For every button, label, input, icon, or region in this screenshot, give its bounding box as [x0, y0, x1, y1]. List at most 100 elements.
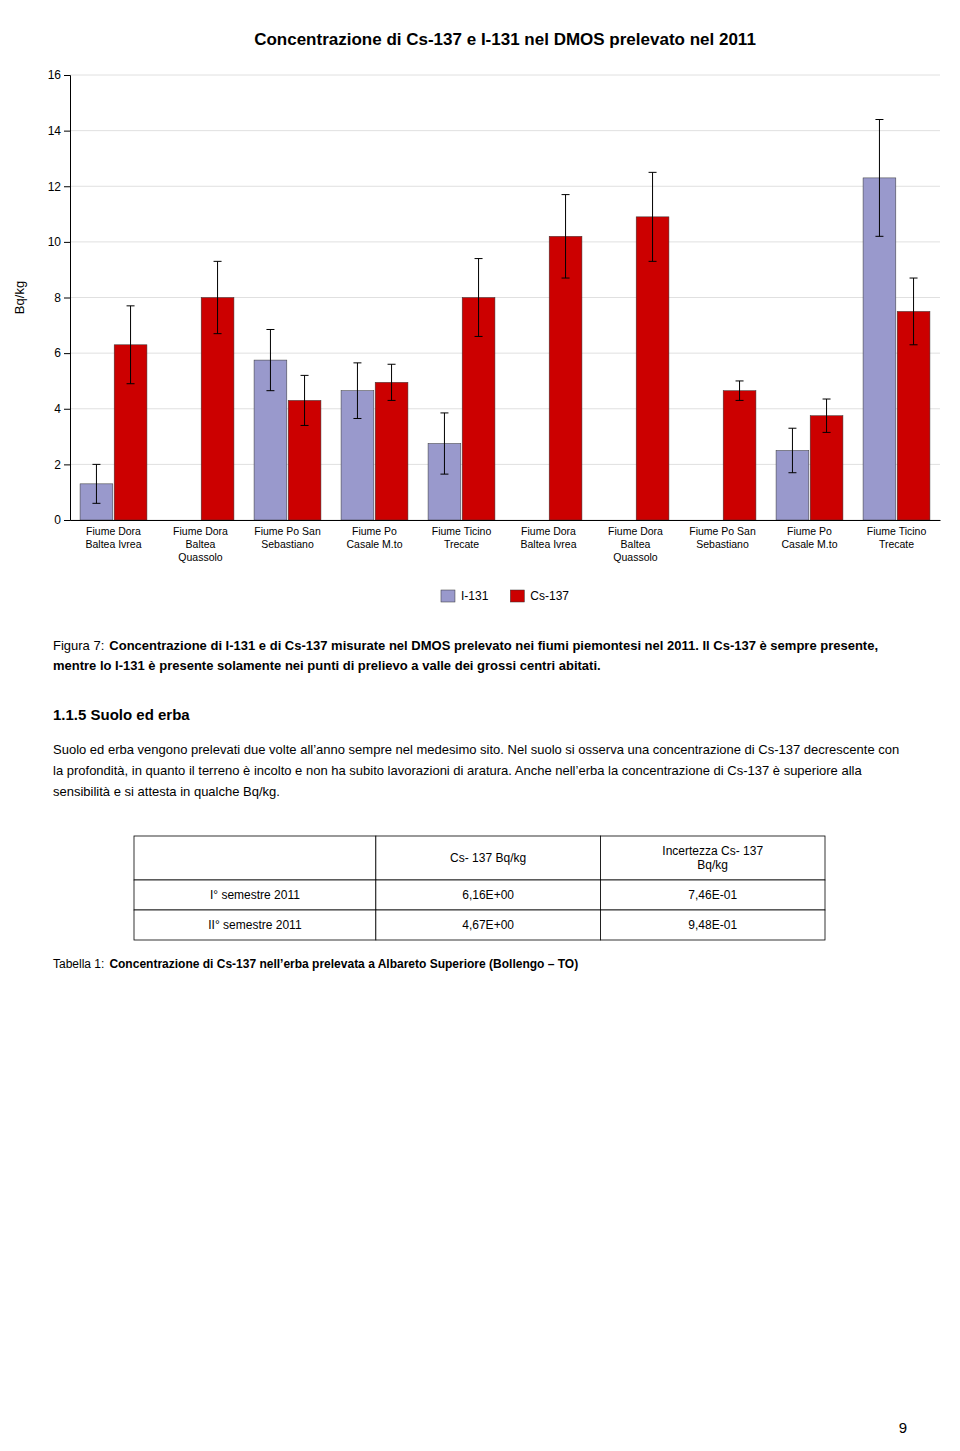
error-bar-stem [478, 259, 479, 337]
error-bar-stem [879, 120, 880, 237]
grid [70, 75, 940, 520]
table-text-line: 7,46E-01 [688, 888, 737, 902]
tick-label-line: Fiume Po [352, 525, 397, 537]
tick-label: Fiume Po SanSebastiano [254, 525, 321, 550]
error-bar-cap [649, 172, 657, 173]
error-bar-cap [875, 119, 883, 120]
error-bar-stem [826, 399, 827, 432]
tick: 12 [48, 180, 70, 194]
table-caption: Concentrazione di Cs-137 nell’erba prele… [109, 957, 578, 971]
error-bar-stem [913, 278, 914, 345]
tick-label-line: Baltea [186, 538, 216, 550]
tick-label-line: Fiume Po San [254, 525, 321, 537]
error-bar-cap [127, 305, 135, 306]
tick-mark [64, 353, 70, 354]
table-text: II° semestre 2011 [208, 918, 302, 932]
legend-entry: I-131 [441, 589, 489, 603]
tick-label: Fiume DoraBalteaQuassolo [173, 525, 228, 562]
axis-line [71, 520, 941, 521]
error-bar-cap [127, 383, 135, 384]
error-bar [823, 399, 831, 432]
error-bar-cap [562, 278, 570, 279]
error-bar-cap [649, 261, 657, 262]
tick: 16 [48, 68, 70, 82]
error-bar-cap [440, 474, 448, 475]
error-bar-stem [391, 364, 392, 400]
error-bar [353, 363, 361, 419]
y-axis-title: Bq/kg [12, 281, 27, 314]
grid-line [70, 353, 940, 354]
legend-swatch [510, 590, 524, 602]
tick-label: Fiume DoraBaltea Ivrea [520, 525, 576, 550]
axis-line [64, 76, 71, 521]
error-bar-stem [130, 306, 131, 384]
bar [636, 217, 669, 520]
grid-line [70, 408, 940, 409]
error-bar-cap [92, 503, 100, 504]
tick-label-line: Quassolo [178, 551, 223, 563]
tick-mark [64, 409, 70, 410]
text-line: Concentrazione di Cs-137 nell’erba prele… [109, 957, 578, 971]
text-line: Suolo ed erba vengono prelevati due volt… [53, 742, 899, 757]
page: Concentrazione di Cs-137 e I-131 nel DMO… [0, 0, 960, 1451]
series [114, 172, 930, 520]
tick-label: 2 [54, 458, 61, 472]
error-bar [910, 278, 918, 345]
error-bar-cap [910, 344, 918, 345]
error-bar-stem [304, 375, 305, 425]
tick-label: Fiume PoCasale M.to [781, 525, 837, 550]
grid-line [70, 75, 940, 76]
table: Cs- 137 Bq/kgIncertezza Cs- 137Bq/kgI° s… [134, 836, 825, 940]
error-bar [875, 120, 883, 237]
error-bar [788, 428, 796, 473]
bar [167, 520, 200, 521]
bar [689, 520, 722, 521]
error-bar-stem [444, 413, 445, 474]
tick-label: 8 [54, 291, 61, 305]
error-bar-cap [910, 278, 918, 279]
error-bar [388, 364, 396, 400]
table-cell [134, 910, 376, 940]
error-bar-cap [788, 472, 796, 473]
table-text-line: 4,67E+00 [462, 918, 514, 932]
tick-mark [64, 520, 70, 521]
table-text-line: Incertezza Cs- 137 [662, 844, 763, 858]
section-title: 1.1.5 Suolo ed erba [53, 706, 190, 723]
bar [375, 382, 408, 520]
grid-line [70, 241, 940, 242]
tick: 8 [54, 291, 70, 305]
table-text-line: Cs- 137 Bq/kg [450, 851, 526, 865]
tick-label-line: Sebastiano [261, 538, 314, 550]
error-bar-cap [353, 362, 361, 363]
tick: 4 [54, 402, 70, 416]
error-bar-cap [440, 412, 448, 413]
table-text: 6,16E+00 [462, 888, 514, 902]
tick: Fiume PoCasale M.to [781, 525, 837, 550]
error-bar-cap [562, 194, 570, 195]
text-line: mentre lo I-131 è presente solamente nei… [53, 658, 601, 673]
tick: 14 [48, 124, 70, 138]
error-bar-cap [823, 432, 831, 433]
tick-label: Fiume PoCasale M.to [346, 525, 402, 550]
tick: Fiume DoraBaltea Ivrea [520, 525, 576, 550]
table-cell [376, 880, 601, 910]
tick-label: Fiume DoraBalteaQuassolo [608, 525, 663, 562]
table-text: 7,46E-01 [688, 888, 737, 902]
page-number: 9 [899, 1419, 907, 1436]
error-bar-cap [823, 399, 831, 400]
tick-mark [64, 186, 70, 187]
table-cell [600, 880, 825, 910]
error-bar [214, 261, 222, 333]
tick: Fiume TicinoTrecate [867, 525, 927, 550]
tick: Fiume DoraBalteaQuassolo [173, 525, 228, 562]
tick-label: 0 [54, 513, 61, 527]
tick: Fiume DoraBaltea Ivrea [85, 525, 141, 550]
text-line: Concentrazione di I-131 e di Cs-137 misu… [109, 638, 878, 653]
tick-label: Fiume TicinoTrecate [432, 525, 492, 550]
tick-label-line: Fiume Dora [173, 525, 228, 537]
tick-label-line: Fiume Dora [608, 525, 663, 537]
error-bar-cap [353, 418, 361, 419]
table-caption-label: Tabella 1: [53, 957, 104, 971]
tick-mark [64, 131, 70, 132]
grid-line [70, 297, 940, 298]
